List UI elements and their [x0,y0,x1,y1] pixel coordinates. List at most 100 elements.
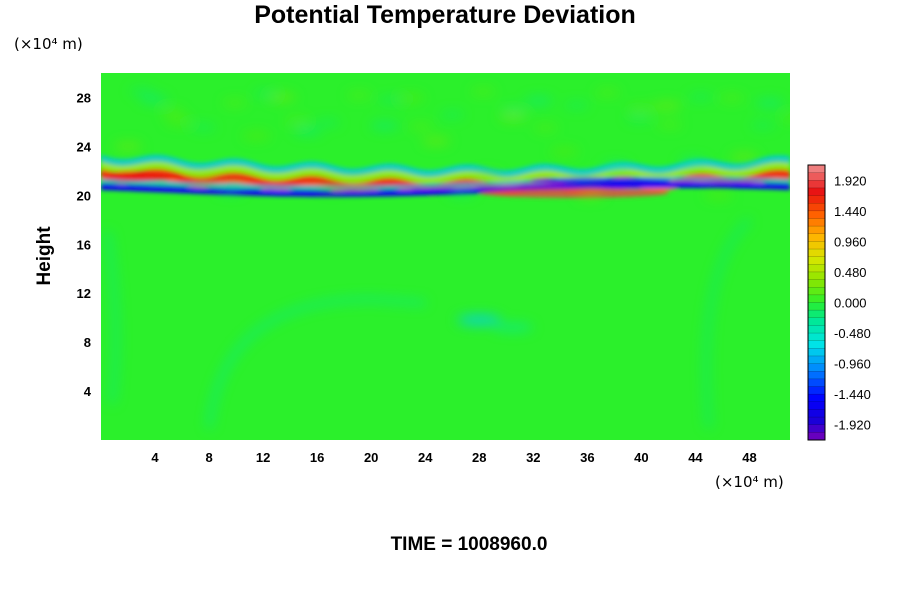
colorbar-tick-label: 1.440 [834,204,867,219]
field-wave-blob [191,124,216,131]
field-wave-blob [191,176,220,185]
field-wave-blob [533,124,558,131]
x-tick-label: 48 [742,450,756,465]
x-tick-label: 16 [310,450,324,465]
x-tick-label: 8 [205,450,212,465]
colorbar-swatch [808,187,825,196]
colorbar-swatch [808,417,825,426]
field-wave-blob [347,92,372,99]
field-wave-blob [396,94,425,103]
colorbar-swatch [808,210,825,219]
y-axis-unit: (×10⁴ m) [14,35,83,53]
field-wave-blob [160,109,185,116]
colorbar-swatch [808,203,825,212]
colorbar-swatch [808,172,825,181]
colorbar-swatch [808,325,825,334]
colorbar-swatch [808,218,825,227]
field-wave-blob [378,97,403,104]
colorbar-swatch [808,333,825,342]
field-wave-blob [284,117,309,124]
field-wave-blob [422,137,451,146]
field-wave-blob [626,115,651,122]
field-wave-blob [129,88,154,95]
colorbar-tick-label: 0.960 [834,234,867,249]
field-patch-cyan [457,315,502,326]
field-wave-blob [409,123,434,130]
field-wave-blob [447,187,476,196]
heatmap-field [101,88,790,429]
colorbar-swatch [808,165,825,174]
y-axis-ticks: 4 8 12 16 20 24 28 [77,90,92,399]
field-band-negative [101,181,790,197]
colorbar-swatch [808,195,825,204]
field-wave-blob [627,105,656,114]
field-wave-blob [750,122,775,129]
colorbar-swatch [808,302,825,311]
field-wave-blob [782,114,790,121]
colorbar-swatch [808,409,825,418]
colorbar-swatch [808,180,825,189]
field-wave-blob [678,158,707,167]
field-lobe-negative [530,177,671,184]
field-wave-blob [440,111,465,118]
field-wave-blob [319,182,348,191]
field-wave-blob [253,90,278,97]
field-wave-blob [755,99,784,108]
colorbar-swatch [808,424,825,433]
field-wave-blob [564,102,589,109]
field-wave-blob [499,112,528,121]
field-wave-blob [345,179,374,188]
field-band-cyan [101,154,790,178]
field-wave-blob [601,162,630,171]
field-wave-blob [370,121,399,130]
colorbar-swatch [808,371,825,380]
x-axis-unit: (×10⁴ m) [715,473,784,491]
colorbar-tick-label: 1.920 [834,173,867,188]
field-wave-blob [688,94,713,101]
field-arc [703,217,752,429]
x-tick-label: 36 [580,450,594,465]
field-lobe-positive [478,187,669,198]
field-wave-blob [502,106,527,113]
field-wave-blob [315,119,340,126]
colorbar-swatch [808,378,825,387]
field-arc [104,231,119,404]
x-tick-label: 28 [472,450,486,465]
field-arc [206,296,426,429]
colorbar-tick-label: 0.000 [834,296,867,311]
colorbar-swatch [808,363,825,372]
x-tick-label: 44 [688,450,703,465]
field-wave-blob [222,99,247,106]
colorbar-swatch [808,294,825,303]
field-patch-cyan [493,323,534,332]
x-axis-ticks: 4 8 12 16 20 24 28 32 36 40 44 48 [151,450,756,465]
chart-title: Potential Temperature Deviation [254,1,636,29]
x-tick-label: 12 [256,450,270,465]
field-wave-blob [524,96,553,105]
y-tick-label: 4 [84,384,92,399]
field-wave-blob [242,131,271,140]
colorbar-swatch [808,340,825,349]
colorbar-swatch [808,310,825,319]
y-axis-label: Height [34,226,55,286]
field-wave-blob [657,121,682,128]
field-wave-blob [719,95,744,102]
time-label: TIME = 1008960.0 [391,534,548,555]
y-tick-label: 28 [77,90,91,105]
x-tick-label: 4 [151,450,159,465]
colorbar-swatch [808,279,825,288]
field-wave-blob [293,126,322,135]
colorbar-tick-label: 0.480 [834,265,867,280]
y-tick-label: 8 [84,335,91,350]
x-tick-label: 24 [418,450,433,465]
field-wave-blob [595,89,620,96]
field-wave-blob [139,95,168,104]
y-tick-label: 12 [77,286,91,301]
colorbar-tick-label: -0.960 [834,357,871,372]
colorbar-swatch [808,271,825,280]
colorbar-swatch [808,401,825,410]
colorbar-tick-label: -1.920 [834,418,871,433]
field-wave-blob [576,190,605,199]
field-wave-blob [704,191,733,200]
